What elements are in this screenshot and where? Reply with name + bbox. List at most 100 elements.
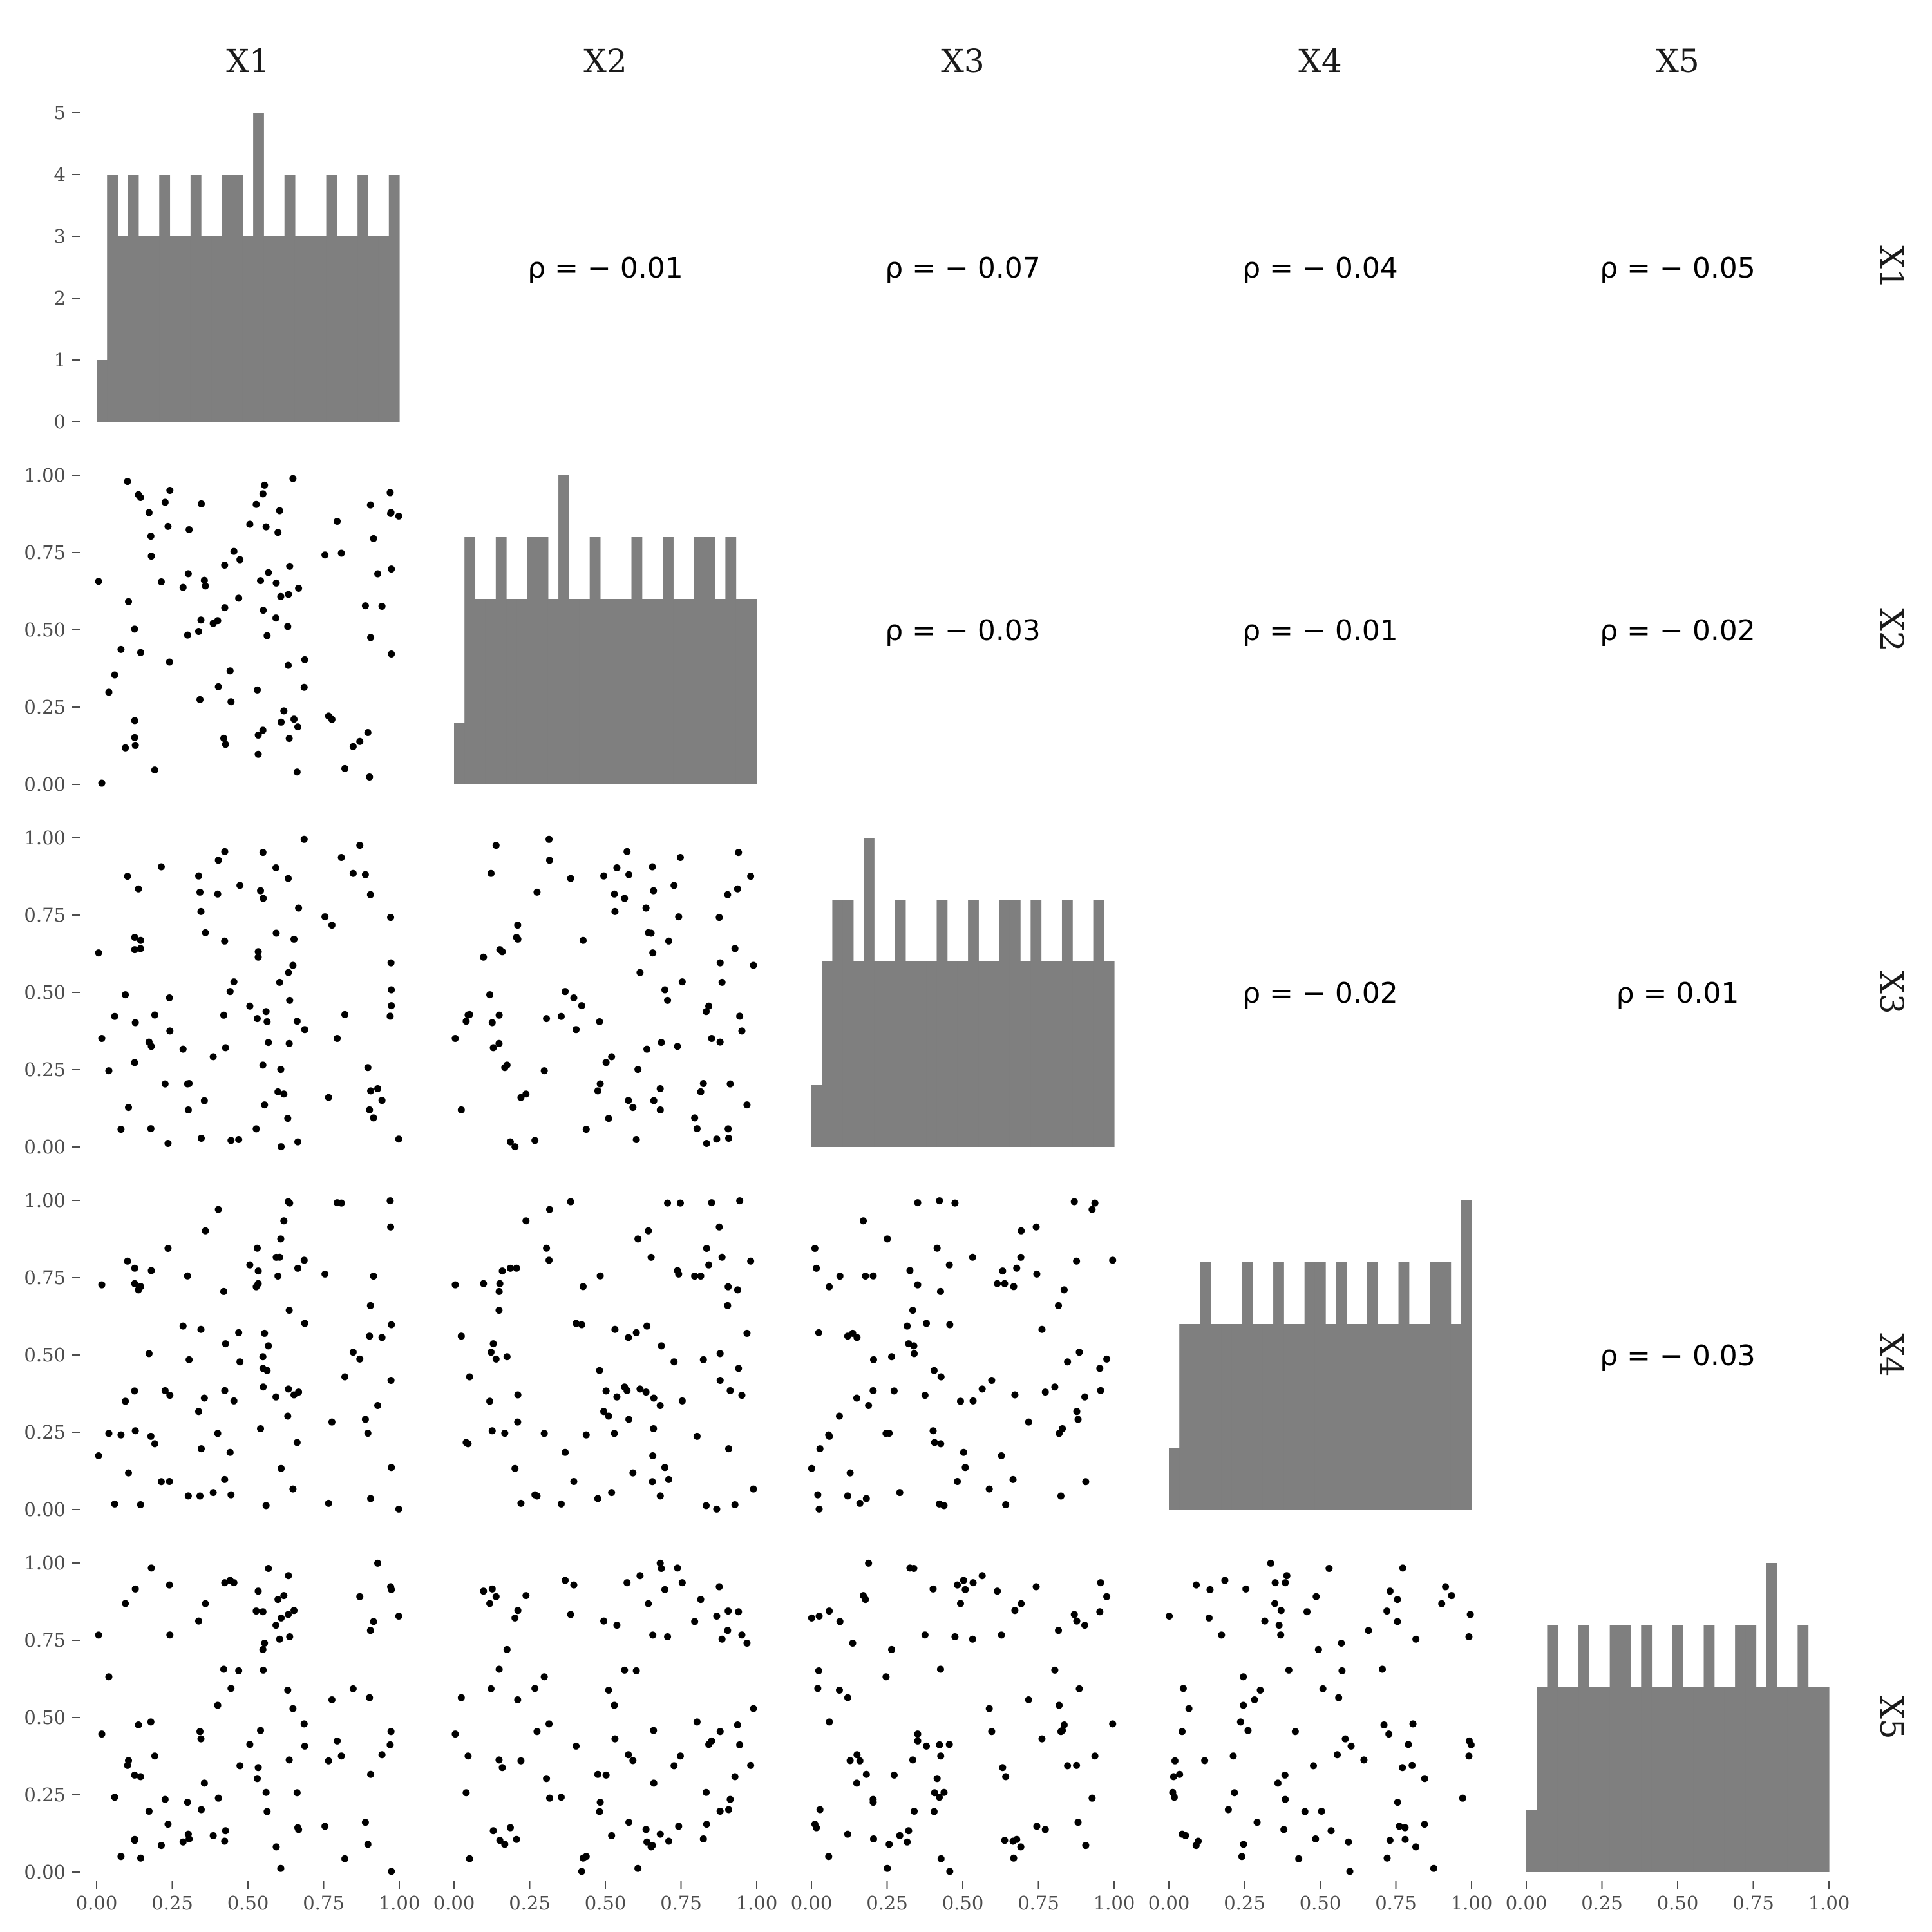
histogram-bar <box>211 236 223 422</box>
data-point <box>276 1635 283 1643</box>
data-point <box>1056 1701 1063 1709</box>
data-point <box>337 1752 345 1760</box>
data-point <box>285 1611 292 1618</box>
data-point <box>272 1622 280 1629</box>
data-point <box>649 863 656 871</box>
data-point <box>280 1592 288 1600</box>
data-point <box>600 1408 608 1416</box>
data-point <box>321 551 329 559</box>
scatter-x3-vs-x1 <box>95 835 402 1151</box>
histogram-bar <box>558 475 569 784</box>
data-point <box>289 475 297 482</box>
data-point <box>137 1501 144 1509</box>
data-point <box>862 1770 870 1778</box>
data-point <box>111 1012 118 1020</box>
data-point <box>713 1613 721 1620</box>
scatter-cells <box>95 475 1475 1875</box>
histogram-bar <box>1797 1625 1809 1872</box>
data-point <box>131 1387 138 1395</box>
data-point <box>716 1350 724 1358</box>
data-point <box>295 584 303 592</box>
data-point <box>1060 1721 1068 1729</box>
histogram-x2 <box>454 475 757 784</box>
x-tick-label: 0.00 <box>1148 1892 1190 1914</box>
y-tick-label: 0.25 <box>24 1421 66 1443</box>
data-point <box>289 1705 297 1712</box>
data-point <box>632 1667 640 1674</box>
data-point <box>656 1106 664 1114</box>
histogram-bar <box>128 175 139 422</box>
data-point <box>860 1592 867 1600</box>
data-point <box>513 1264 520 1272</box>
data-point <box>202 1227 209 1235</box>
data-point <box>1240 1673 1247 1681</box>
data-point <box>699 1356 707 1363</box>
data-point <box>356 1355 364 1363</box>
data-point <box>263 1018 271 1025</box>
data-point <box>131 1059 138 1066</box>
x-tick-label: 1.00 <box>736 1892 778 1914</box>
data-point <box>254 953 262 961</box>
data-point <box>221 1579 229 1587</box>
data-point <box>278 1464 285 1472</box>
histogram-bar <box>336 236 348 422</box>
histogram-bar <box>1578 1625 1589 1872</box>
data-point <box>285 1756 293 1764</box>
x-tick-label: 1.00 <box>1094 1892 1135 1914</box>
data-point <box>643 1322 651 1330</box>
data-point <box>911 1350 918 1358</box>
data-point <box>1338 1639 1345 1647</box>
histogram-bar <box>537 537 549 784</box>
histogram-bar <box>1231 1324 1243 1510</box>
histogram-bar <box>978 961 990 1147</box>
data-point <box>495 1287 503 1295</box>
x-tick-label: 0.25 <box>1224 1892 1265 1914</box>
data-point <box>285 591 292 598</box>
data-point <box>286 1199 294 1207</box>
data-point <box>936 1665 944 1673</box>
data-point <box>495 1307 503 1314</box>
data-point <box>896 1489 904 1497</box>
data-point <box>625 1819 633 1826</box>
data-point <box>200 576 208 584</box>
data-point <box>625 1097 632 1104</box>
y-tick-label: 0 <box>54 411 66 433</box>
data-point <box>349 743 357 750</box>
row-label-x4: X4 <box>1873 1333 1910 1376</box>
data-point <box>621 895 629 902</box>
data-point <box>370 535 377 542</box>
data-point <box>294 1138 301 1146</box>
histogram-bar <box>1346 1324 1358 1510</box>
data-point <box>151 1440 158 1448</box>
histogram-bar <box>378 236 390 422</box>
row-label-x2: X2 <box>1873 608 1910 651</box>
data-point <box>969 1635 976 1643</box>
correlation-label: ρ = − 0.07 <box>885 252 1041 285</box>
data-point <box>543 1244 551 1252</box>
histogram-bar <box>864 838 875 1147</box>
data-point <box>503 1645 511 1653</box>
data-point <box>636 1385 644 1393</box>
data-point <box>259 849 267 857</box>
data-point <box>937 1752 945 1760</box>
data-point <box>492 842 500 849</box>
data-point <box>1170 1773 1177 1781</box>
data-point <box>137 1854 144 1862</box>
data-point <box>629 1104 637 1112</box>
data-point <box>274 1088 282 1095</box>
data-point <box>495 1665 503 1673</box>
data-point <box>124 1761 131 1769</box>
correlation-cells: ρ = − 0.01 ρ = − 0.07 ρ = − 0.04 ρ = − 0.05… <box>527 252 1756 1372</box>
histogram-bar <box>357 175 368 422</box>
data-point <box>95 1452 102 1459</box>
data-point <box>1394 1618 1401 1625</box>
data-point <box>222 1827 229 1835</box>
data-point <box>608 1832 616 1839</box>
data-point <box>906 1267 914 1274</box>
data-point <box>844 1332 851 1340</box>
axis-ticks: 0 1 2 3 4 5 0.00 0.25 0.50 0.75 1.00 0.00 0.25 0.50 0.… <box>24 102 1850 1914</box>
data-point <box>166 486 174 494</box>
histogram-bar <box>1030 900 1042 1147</box>
data-point <box>222 741 229 748</box>
data-point <box>227 1137 235 1144</box>
